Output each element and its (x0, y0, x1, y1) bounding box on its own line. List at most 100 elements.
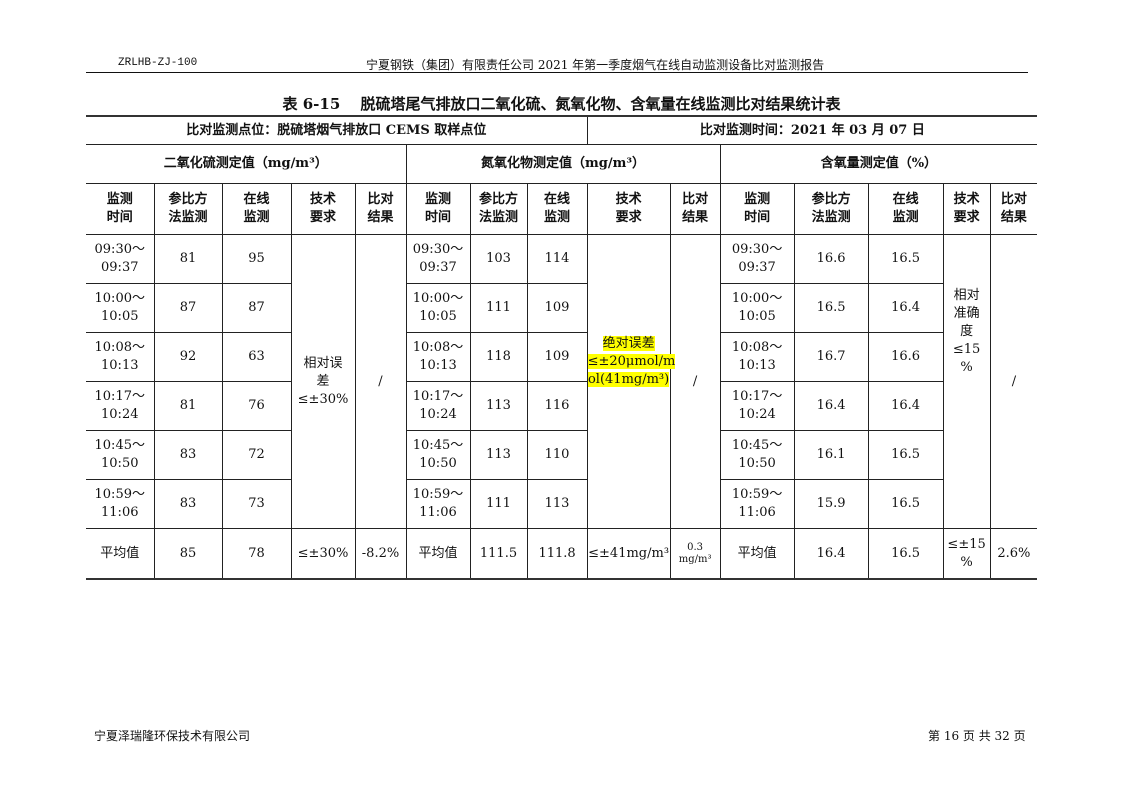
o2-time: 10:00～ 10:05 (719, 283, 795, 333)
col-header-nox-ref: 参比方 法监测 (469, 183, 528, 235)
o2-requirement: 相对 准确 度 ≤15 % (942, 234, 991, 529)
o2-reference-value: 16.7 (793, 332, 869, 382)
nox-time: 10:59～ 11:06 (405, 479, 471, 529)
nox-reference-value: 113 (469, 430, 528, 480)
footer-company: 宁夏泽瑞隆环保技术有限公司 (94, 729, 251, 743)
col-header-o2-result: 比对 结果 (989, 183, 1038, 235)
col-header-so2-result: 比对 结果 (354, 183, 407, 235)
o2-online-value: 16.5 (867, 479, 944, 529)
col-header-so2-online: 在线 监测 (221, 183, 292, 235)
so2-reference-value: 83 (153, 479, 223, 529)
so2-online-value: 72 (221, 430, 292, 480)
o2-time: 10:45～ 10:50 (719, 430, 795, 480)
nox-time: 10:17～ 10:24 (405, 381, 471, 431)
nox-reference-value: 111 (469, 479, 528, 529)
nox-online-value: 109 (526, 283, 588, 333)
o2-average-label: 平均值 (719, 528, 795, 580)
table-title: 表 6-15 脱硫塔尾气排放口二氧化硫、氮氧化物、含氧量在线监测比对结果统计表 (282, 95, 841, 113)
col-header-nox-online: 在线 监测 (526, 183, 588, 235)
so2-online-value: 95 (221, 234, 292, 284)
so2-time: 10:59～ 11:06 (86, 479, 155, 529)
col-header-nox-req: 技术 要求 (586, 183, 671, 235)
col-header-so2-req: 技术 要求 (290, 183, 356, 235)
so2-time: 10:17～ 10:24 (86, 381, 155, 431)
so2-online-value: 87 (221, 283, 292, 333)
o2-time: 10:59～ 11:06 (719, 479, 795, 529)
nox-reference-value: 111 (469, 283, 528, 333)
nox-reference-value: 113 (469, 381, 528, 431)
so2-relative-error: -8.2% (354, 528, 407, 580)
so2-time: 10:45～ 10:50 (86, 430, 155, 480)
nox-reference-value: 103 (469, 234, 528, 284)
comparison-table: 比对监测点位：脱硫塔烟气排放口 CEMS 取样点位 比对监测时间：2021 年 … (86, 115, 1038, 580)
group-so2: 二氧化硫测定值（mg/m³） (86, 144, 407, 184)
o2-time: 10:17～ 10:24 (719, 381, 795, 431)
o2-reference-value: 16.1 (793, 430, 869, 480)
nox-online-value: 116 (526, 381, 588, 431)
monitoring-location: 比对监测点位：脱硫塔烟气排放口 CEMS 取样点位 (86, 115, 588, 145)
so2-online-value: 76 (221, 381, 292, 431)
nox-time: 10:08～ 10:13 (405, 332, 471, 382)
nox-absolute-error: 0.3 mg/m³ (669, 528, 721, 580)
group-o2: 含氧量测定值（%） (719, 144, 1038, 184)
monitoring-date: 比对监测时间：2021 年 03 月 07 日 (586, 115, 1038, 145)
so2-reference-value: 92 (153, 332, 223, 382)
so2-average-reference: 85 (153, 528, 223, 580)
so2-time: 10:08～ 10:13 (86, 332, 155, 382)
o2-online-value: 16.5 (867, 234, 944, 284)
so2-time: 10:00～ 10:05 (86, 283, 155, 333)
o2-average-reference: 16.4 (793, 528, 869, 580)
table-row: 10:00～ 10:05 87 87 10:00～ 10:05 111 109 10:00～… (86, 283, 1037, 333)
col-header-so2-time: 监测 时间 (86, 183, 155, 235)
so2-reference-value: 81 (153, 234, 223, 284)
nox-average-online: 111.8 (526, 528, 588, 580)
nox-online-value: 109 (526, 332, 588, 382)
nox-result: / (669, 234, 721, 529)
o2-time: 10:08～ 10:13 (719, 332, 795, 382)
o2-average-online: 16.5 (867, 528, 944, 580)
o2-reference-value: 16.6 (793, 234, 869, 284)
so2-average-label: 平均值 (86, 528, 155, 580)
col-header-o2-online: 在线 监测 (867, 183, 944, 235)
footer-page-number: 第 16 页 共 32 页 (928, 729, 1026, 743)
col-header-so2-ref: 参比方 法监测 (153, 183, 223, 235)
group-nox: 氮氧化物测定值（mg/m³） (405, 144, 721, 184)
o2-reference-value: 15.9 (793, 479, 869, 529)
o2-online-value: 16.5 (867, 430, 944, 480)
table-row: 10:17～ 10:24 81 76 10:17～ 10:24 113 116 10:17～… (86, 381, 1037, 431)
o2-online-value: 16.6 (867, 332, 944, 382)
o2-reference-value: 16.5 (793, 283, 869, 333)
so2-reference-value: 87 (153, 283, 223, 333)
nox-requirement-highlighted-text: 绝对误差 ≤±20μmol/m ol(41mg/m³) (587, 335, 676, 387)
so2-time: 09:30～ 09:37 (86, 234, 155, 284)
average-row: 平均值 85 78 ≤±30% -8.2% 平均值 111.5 111.8 ≤±41mg/m³ 0… (86, 528, 1038, 580)
nox-requirement: 绝对误差 ≤±20μmol/m ol(41mg/m³) (586, 234, 676, 529)
o2-average-requirement: ≤±15 % (942, 528, 991, 580)
col-header-o2-ref: 参比方 法监测 (793, 183, 869, 235)
col-header-o2-req: 技术 要求 (942, 183, 991, 235)
table-row: 10:59～ 11:06 83 73 10:59～ 11:06 111 113 10:59～… (86, 479, 1037, 529)
nox-online-value: 113 (526, 479, 588, 529)
so2-requirement: 相对误 差 ≤±30% (290, 234, 356, 529)
document-code: ZRLHB-ZJ-100 (118, 57, 198, 69)
o2-online-value: 16.4 (867, 283, 944, 333)
so2-online-value: 63 (221, 332, 292, 382)
table-row: 10:45～ 10:50 83 72 10:45～ 10:50 113 110 10:45～… (86, 430, 1037, 480)
col-header-nox-result: 比对 结果 (669, 183, 721, 235)
header-divider (86, 72, 1028, 73)
nox-online-value: 114 (526, 234, 588, 284)
so2-average-requirement: ≤±30% (290, 528, 356, 580)
col-header-nox-time: 监测 时间 (405, 183, 471, 235)
so2-reference-value: 83 (153, 430, 223, 480)
col-header-o2-time: 监测 时间 (719, 183, 795, 235)
o2-result: / (989, 234, 1038, 529)
o2-online-value: 16.4 (867, 381, 944, 431)
nox-online-value: 110 (526, 430, 588, 480)
nox-average-requirement: ≤±41mg/m³ (586, 528, 671, 580)
table-row: 09:30～ 09:37 81 95 相对误 差 ≤±30%/09:30～ 09:37… (86, 234, 1038, 529)
so2-average-online: 78 (221, 528, 292, 580)
o2-relative-accuracy: 2.6% (989, 528, 1038, 580)
nox-average-reference: 111.5 (469, 528, 528, 580)
nox-average-label: 平均值 (405, 528, 471, 580)
nox-reference-value: 118 (469, 332, 528, 382)
